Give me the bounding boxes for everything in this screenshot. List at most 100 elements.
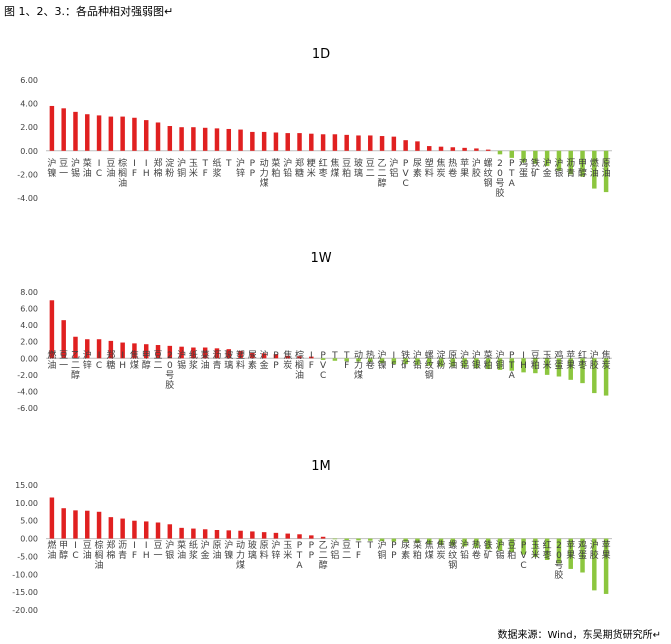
bar: [73, 336, 78, 359]
bar: [403, 538, 408, 542]
bar: [568, 150, 573, 175]
category-label: 沥青: [566, 158, 575, 179]
bar: [273, 532, 279, 539]
bar: [415, 141, 420, 151]
bar: [214, 128, 220, 151]
category-label: 2 0 号胶: [554, 541, 563, 581]
category-label: 淀粉: [165, 157, 174, 179]
bar: [592, 538, 597, 591]
bar: [521, 150, 526, 163]
category-label: 原料: [260, 540, 269, 561]
category-label: 原油: [602, 158, 611, 179]
bar: [568, 358, 573, 380]
bar: [297, 356, 302, 359]
bar: [167, 524, 173, 539]
bar: [474, 148, 479, 151]
bar: [556, 538, 562, 564]
bar: [485, 358, 491, 370]
category-label: 郑糖: [106, 349, 115, 371]
category-label: 豆油: [106, 158, 115, 179]
bar: [250, 352, 255, 359]
bar: [509, 538, 515, 553]
category-label: 棕榈油: [118, 157, 127, 189]
bar: [332, 134, 338, 151]
bar: [415, 538, 420, 543]
bar: [309, 535, 314, 539]
y-tick-label: -10.00: [12, 570, 38, 579]
bar: [261, 353, 267, 359]
bar: [356, 135, 361, 151]
category-label: 沪铜: [495, 349, 504, 371]
y-tick-label: -2.00: [17, 170, 38, 179]
bar: [368, 135, 373, 151]
bar: [238, 350, 243, 359]
bar: [438, 538, 444, 545]
category-label: 乙二醇: [378, 158, 387, 189]
y-tick-label: -4.00: [17, 194, 38, 203]
category-label: 沪金: [260, 349, 269, 371]
bar: [226, 530, 232, 539]
bar: [580, 358, 585, 384]
category-label: 沪金: [201, 539, 210, 561]
source-note: 数据来源：Wind，东吴期货研究所↵: [497, 630, 661, 641]
category-label: 玻璃: [224, 349, 233, 371]
category-label: 苹果: [460, 157, 469, 179]
bar: [332, 538, 338, 540]
bar: [108, 517, 114, 539]
category-label: 苹果: [566, 539, 575, 561]
y-tick-label: 4.00: [20, 100, 38, 109]
bar: [96, 115, 102, 151]
bar: [108, 116, 114, 151]
bar: [509, 150, 515, 158]
category-label: 沪锌: [271, 539, 280, 561]
chart-1w: 1W8.006.004.002.000.00-2.00-4.00-6.00燃油豆…: [17, 251, 612, 413]
bar: [391, 538, 397, 542]
category-label: 沪银: [554, 157, 563, 179]
category-label: 燃油: [590, 157, 599, 179]
bar: [143, 120, 149, 151]
bar: [155, 522, 161, 539]
y-tick-label: 0.00: [20, 535, 38, 544]
category-label: 沥青: [118, 540, 127, 561]
bar: [320, 536, 326, 539]
y-tick-label: -6.00: [17, 404, 38, 413]
y-tick-label: 2.00: [20, 338, 38, 347]
category-label: 焦煤: [425, 539, 434, 561]
bar: [261, 131, 267, 151]
category-label: 豆油: [83, 540, 92, 561]
bar: [592, 150, 597, 189]
y-tick-label: -15.00: [12, 588, 38, 597]
bar: [96, 339, 102, 359]
category-label: 原油: [448, 350, 457, 371]
category-label: 玻璃: [354, 157, 363, 179]
category-label: T: [225, 159, 232, 169]
category-label: 鸡蛋: [519, 157, 528, 179]
category-label: 焦煤: [330, 157, 339, 179]
bar: [368, 358, 373, 363]
category-label: 沪铝: [460, 349, 469, 371]
category-label: 沪铅: [413, 349, 422, 371]
bar: [179, 346, 184, 359]
bar: [556, 358, 562, 377]
category-label: 郑糖: [295, 157, 304, 179]
bar: [497, 358, 503, 370]
category-label: 沪胶: [472, 157, 481, 179]
bar: [132, 343, 137, 359]
category-label: 沪镍: [378, 349, 387, 371]
bar: [85, 339, 90, 359]
bar: [580, 150, 585, 177]
category-label: 燃油: [47, 539, 56, 561]
bar: [426, 146, 432, 151]
category-label: 豆粕: [507, 540, 516, 561]
category-label: 沪银: [165, 539, 174, 561]
bar: [226, 128, 232, 151]
y-tick-label: 0.00: [20, 354, 38, 363]
bar: [297, 534, 302, 539]
bar: [155, 345, 161, 359]
